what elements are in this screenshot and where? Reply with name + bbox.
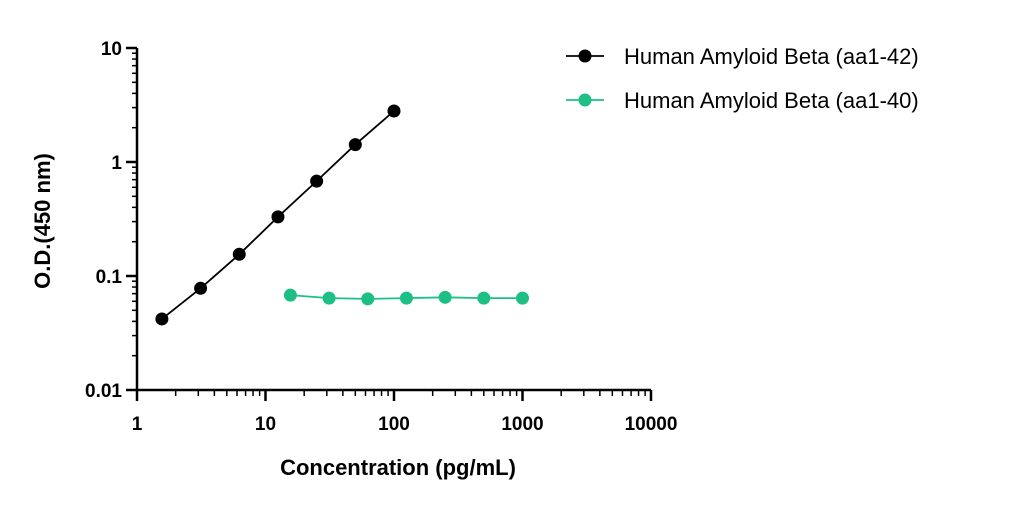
x-tick-label: 1 [132, 414, 143, 435]
legend-item-2: Human Amyloid Beta (aa1-40) [566, 88, 919, 113]
y-axis-title: O.D.(450 nm) [30, 153, 55, 289]
x-axis-title: Concentration (pg/mL) [280, 455, 516, 480]
data-point [361, 292, 375, 306]
data-point [232, 247, 246, 261]
data-point [438, 290, 452, 304]
legend-marker [578, 49, 592, 63]
y-tick-label: 10 [101, 39, 122, 60]
data-point [310, 174, 324, 188]
legend: Human Amyloid Beta (aa1-42) Human Amyloid… [566, 44, 919, 113]
data-point [477, 291, 491, 305]
data-point [194, 281, 208, 295]
y-tick-label: 1 [111, 153, 122, 174]
legend-label: Human Amyloid Beta (aa1-40) [624, 88, 919, 113]
data-point [348, 138, 362, 152]
x-tick-label: 1000 [501, 414, 543, 435]
x-tick-label: 100 [378, 414, 410, 435]
legend-item-1: Human Amyloid Beta (aa1-42) [566, 44, 919, 69]
y-tick-label: 0.1 [96, 267, 123, 288]
data-point [399, 291, 413, 305]
data-point [516, 291, 529, 305]
legend-marker [578, 93, 592, 107]
data-point [155, 312, 169, 326]
data-point [387, 104, 401, 118]
axes: 0.01 0.1 1 10 1 10 100 1000 10000 [85, 39, 677, 435]
y-tick-label: 0.01 [85, 381, 122, 402]
x-tick-label: 10000 [625, 414, 678, 435]
data-point [322, 291, 336, 305]
legend-label: Human Amyloid Beta (aa1-42) [624, 44, 919, 69]
x-tick-label: 10 [255, 414, 276, 435]
series-2 [283, 288, 529, 306]
series-layer [155, 104, 529, 326]
data-point [271, 210, 285, 224]
data-point [283, 288, 297, 302]
series-1 [155, 104, 401, 326]
